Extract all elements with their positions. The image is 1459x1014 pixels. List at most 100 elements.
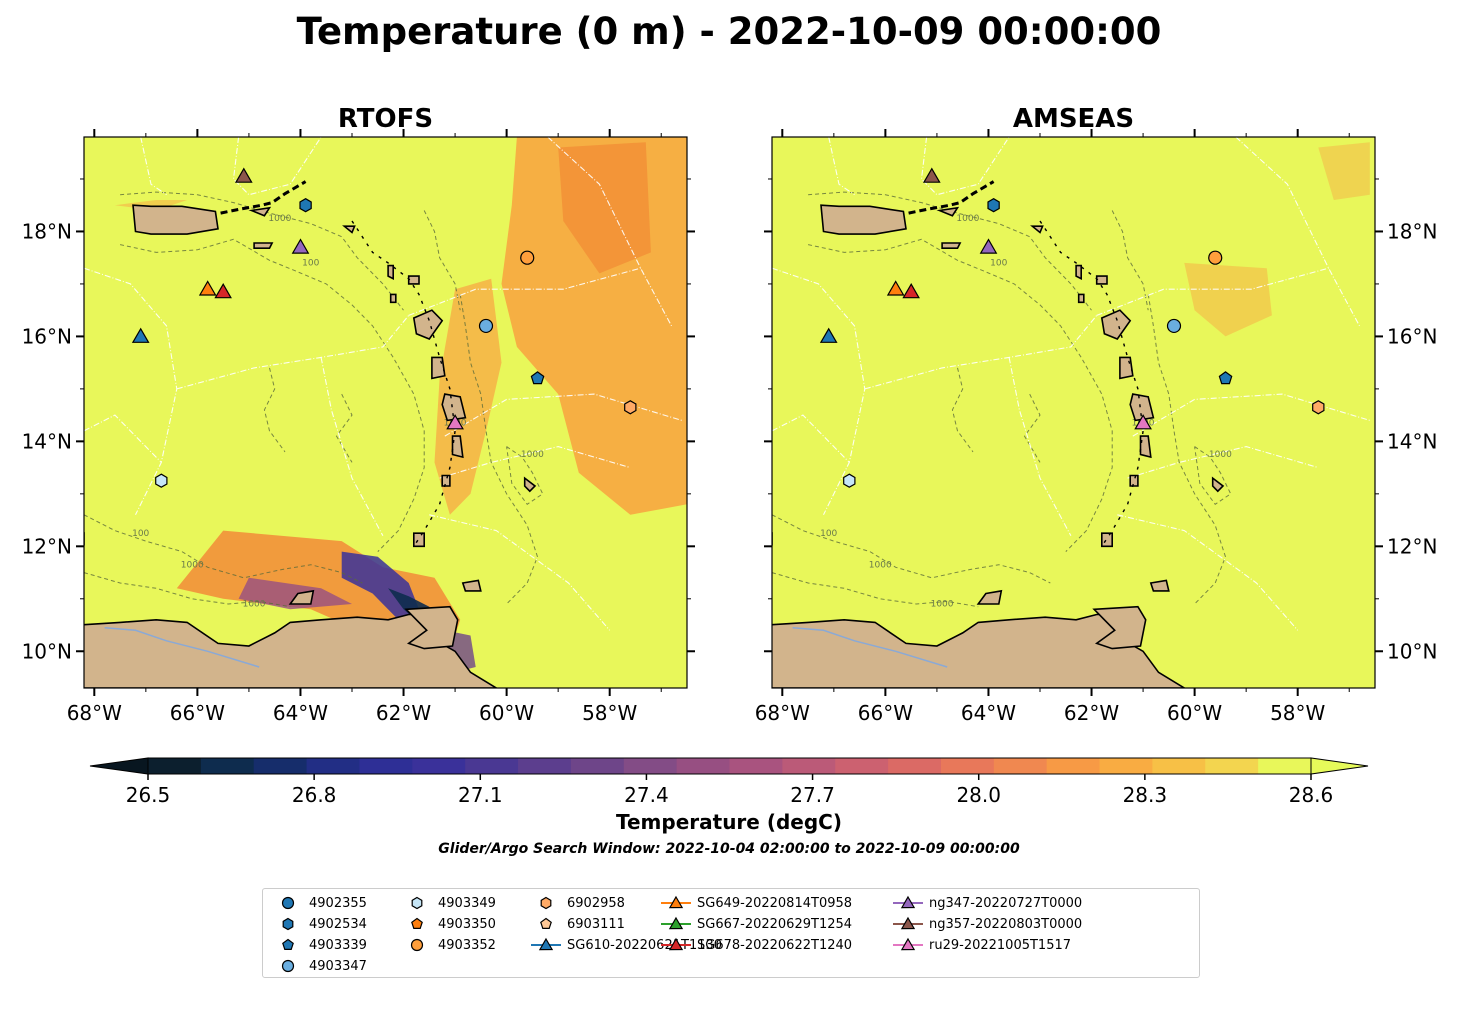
legend: 4902355 4902534 4903339 4903347 4903349 49033…: [262, 888, 1200, 978]
land: [976, 589, 1003, 605]
land: [1095, 275, 1108, 285]
eez-boundary: [140, 137, 167, 196]
eez-boundary: [1008, 357, 1072, 537]
colorbar-segment: [570, 758, 625, 774]
colorbar-segment: [200, 758, 255, 774]
marker-ng357-20220803T0000: [922, 167, 941, 183]
land: [431, 356, 446, 380]
land: [84, 613, 498, 688]
river: [104, 626, 260, 668]
amseas-map-panel: 10001001000100010010001000AMSEAS68°W66°W…: [755, 104, 1438, 725]
contour-label: 1000: [931, 600, 954, 610]
y-tick-label: 12°N: [22, 534, 72, 558]
virgin-islands: [220, 180, 307, 215]
map-title: AMSEAS: [1013, 104, 1134, 134]
colorbar-segment: [993, 758, 1048, 774]
eez-boundary: [772, 414, 850, 463]
bathymetry-contour: [335, 393, 353, 463]
bathymetry-contour: [84, 572, 291, 608]
land: [253, 242, 274, 249]
legend-label: 6903111: [567, 916, 625, 932]
legend-marker: [540, 917, 552, 929]
bathymetry-contour: [1147, 294, 1227, 605]
legend-label: ng347-20220727T0000: [929, 895, 1083, 911]
land: [288, 589, 315, 605]
land: [1030, 225, 1044, 234]
bathymetry-contour: [459, 294, 539, 605]
legend-marker: [411, 917, 423, 929]
land: [772, 613, 1186, 688]
legend-label: 4903347: [309, 958, 367, 974]
eez-boundary: [1132, 393, 1370, 437]
colorbar-segment: [518, 758, 572, 774]
land: [248, 206, 272, 217]
legend-label: ng357-20220803T0000: [929, 916, 1083, 932]
temperature-patch: [238, 577, 352, 610]
search-window-subtitle: Glider/Argo Search Window: 2022-10-04 02…: [438, 841, 1020, 857]
temperature-patch: [434, 278, 502, 515]
legend-entry: 4903349: [400, 893, 496, 913]
land: [1092, 605, 1147, 650]
legend-entry: SG667-20220629T1254: [659, 914, 852, 934]
temperature-patch: [1318, 142, 1370, 200]
colorbar-segment: [782, 758, 836, 774]
land: [389, 293, 397, 304]
eez-boundary: [828, 137, 855, 196]
land: [451, 435, 464, 459]
legend-entry: 4903352: [400, 935, 496, 955]
y-tick-label: 10°N: [1387, 639, 1437, 663]
bathymetry-contour: [506, 446, 544, 505]
colorbar-tick-label: 27.1: [458, 783, 503, 807]
colorbar-segment: [888, 758, 942, 774]
land: [1139, 435, 1152, 459]
colorbar-segment: [306, 758, 360, 774]
eez-boundary: [408, 267, 641, 316]
land: [1211, 476, 1225, 493]
legend-marker: [900, 895, 916, 909]
eez-boundary: [772, 267, 866, 516]
marker-ru29-20221005T1517: [1134, 414, 1152, 430]
marker-4903352: [520, 250, 535, 265]
eez-boundary: [439, 446, 631, 479]
colorbar-tick-label: 27.7: [790, 783, 835, 807]
legend-marker: [900, 937, 916, 951]
colorbar: 26.5 26.8 27.1 27.4 27.7 28.0 28.3 28.6: [89, 757, 1369, 807]
eez-boundary: [1117, 514, 1299, 631]
legend-entry: 4902534: [271, 914, 367, 934]
colorbar-segment: [835, 758, 889, 774]
legend-marker: [281, 959, 295, 973]
land: [84, 532, 85, 546]
land: [441, 474, 451, 487]
legend-label: SG649-20220814T0958: [697, 895, 853, 911]
colorbar-segment: [1152, 758, 1206, 774]
legend-entry: 4902355: [271, 893, 367, 913]
eez-boundary: [1127, 446, 1319, 479]
bathymetry-contour: [807, 238, 1113, 552]
contour-label: 1000: [181, 560, 204, 570]
contour-label: 100: [132, 529, 149, 539]
marker-6902958: [1312, 400, 1325, 415]
x-tick-label: 58°W: [1270, 701, 1325, 725]
legend-symbol-hexagon-icon: [411, 896, 423, 910]
marker-4902534: [987, 198, 1000, 213]
bathymetry-contour: [1111, 210, 1149, 311]
map-frame: [771, 136, 1376, 689]
colorbar-segment: [1046, 758, 1101, 774]
land: [523, 476, 537, 493]
eez-boundary: [920, 137, 1010, 196]
eez-boundary: [320, 357, 384, 537]
marker-SG678-20220622T1240: [902, 282, 920, 299]
legend-symbol-hexagon-icon: [282, 917, 294, 931]
legend-symbol-pentagon-icon: [282, 938, 294, 950]
land: [407, 275, 420, 285]
legend-symbol-circle-icon: [281, 959, 295, 973]
legend-marker: [411, 896, 423, 910]
eez-boundary: [84, 414, 162, 463]
legend-entry: 4903347: [271, 956, 367, 976]
colorbar-segment: [623, 758, 678, 774]
x-tick-label: 60°W: [479, 701, 534, 725]
x-tick-label: 64°W: [961, 701, 1016, 725]
legend-marker: [668, 916, 684, 930]
eez-boundary: [547, 137, 672, 327]
legend-marker: [668, 937, 684, 951]
